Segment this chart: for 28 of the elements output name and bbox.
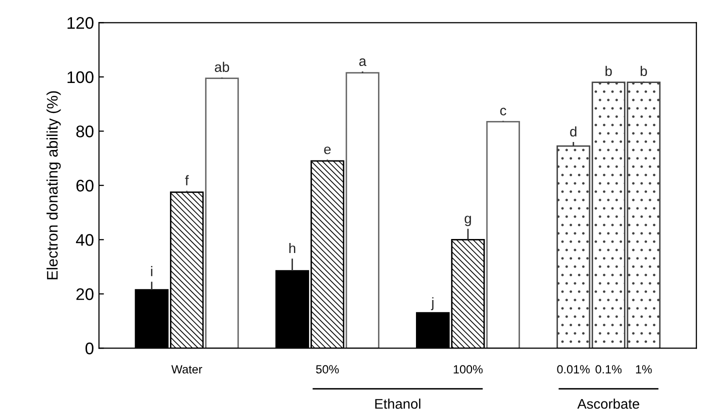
y-tick-label: 20 [76,288,94,300]
y-tick-label: 100 [68,71,94,84]
data-label: i [151,266,152,276]
data-label: b [606,66,612,76]
text: Ascorbate [577,398,640,409]
x-tick-label: Water [171,365,202,374]
data-label: c [500,108,506,116]
x-tick-label: 50% [316,365,339,374]
x-tick-label: 0.01% [557,365,590,374]
y-axis-title: Electron donating ability (%) [46,91,61,280]
y-tick-label: 40 [76,234,94,246]
y-tick-label: 80 [76,126,94,138]
data-label: b [640,66,647,76]
data-label: j [430,297,434,310]
data-label: ab [214,62,230,72]
x-tick-label: 0.1% [596,365,622,374]
data-label: a [359,58,366,66]
data-label: e [324,146,331,154]
data-label: g [464,216,471,226]
data-label: f [185,175,189,186]
y-tick-label: 60 [76,180,94,192]
y-tick-label: 0 [86,342,94,354]
y-tick-label: 120 [68,17,94,29]
x-tick-label: 1% [636,365,652,374]
data-label: h [289,242,296,254]
x-tick-label: 100% [454,365,483,374]
data-label: d [570,126,576,137]
text: Ethanol [375,398,420,409]
